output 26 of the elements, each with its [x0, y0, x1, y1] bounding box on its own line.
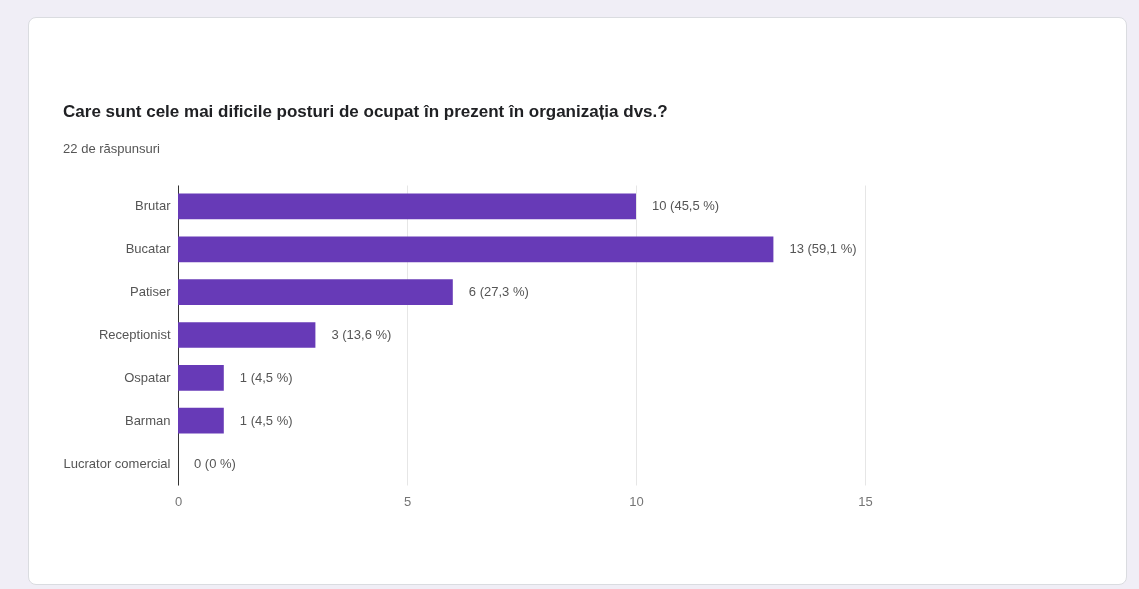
y-tick-label: Receptionist	[98, 327, 171, 342]
bar	[178, 322, 316, 348]
bar	[178, 193, 636, 220]
chart-title: Care sunt cele mai dificile posturi de ocupat în prezent în organizația dvs.?	[63, 102, 668, 121]
x-tick-label: 10	[629, 493, 644, 509]
y-tick-label: Lucrator comercial	[63, 455, 171, 471]
data-label: 10 (45,5 %)	[652, 198, 720, 214]
bar	[178, 365, 224, 391]
data-label: 1 (4,5 %)	[239, 369, 293, 385]
y-tick-label: Barman	[124, 412, 171, 428]
bar	[178, 279, 453, 305]
y-tick-label: Bucatar	[125, 241, 172, 257]
data-label: 6 (27,3 %)	[468, 284, 529, 300]
y-tick-label: Patiser	[130, 284, 172, 300]
chart-subtitle: 22 de răspunsuri	[63, 141, 161, 156]
bar	[178, 236, 774, 263]
data-label: 13 (59,1 %)	[789, 241, 857, 257]
data-label: 3 (13,6 %)	[331, 327, 392, 342]
x-tick-label: 0	[174, 493, 183, 509]
y-tick-label: Ospatar	[124, 369, 172, 385]
y-tick-label: Brutar	[135, 198, 172, 214]
bar	[178, 407, 224, 434]
x-tick-label: 5	[403, 493, 412, 509]
data-label: 0 (0 %)	[194, 455, 236, 471]
data-label: 1 (4,5 %)	[239, 412, 293, 428]
x-tick-label: 15	[858, 493, 873, 509]
